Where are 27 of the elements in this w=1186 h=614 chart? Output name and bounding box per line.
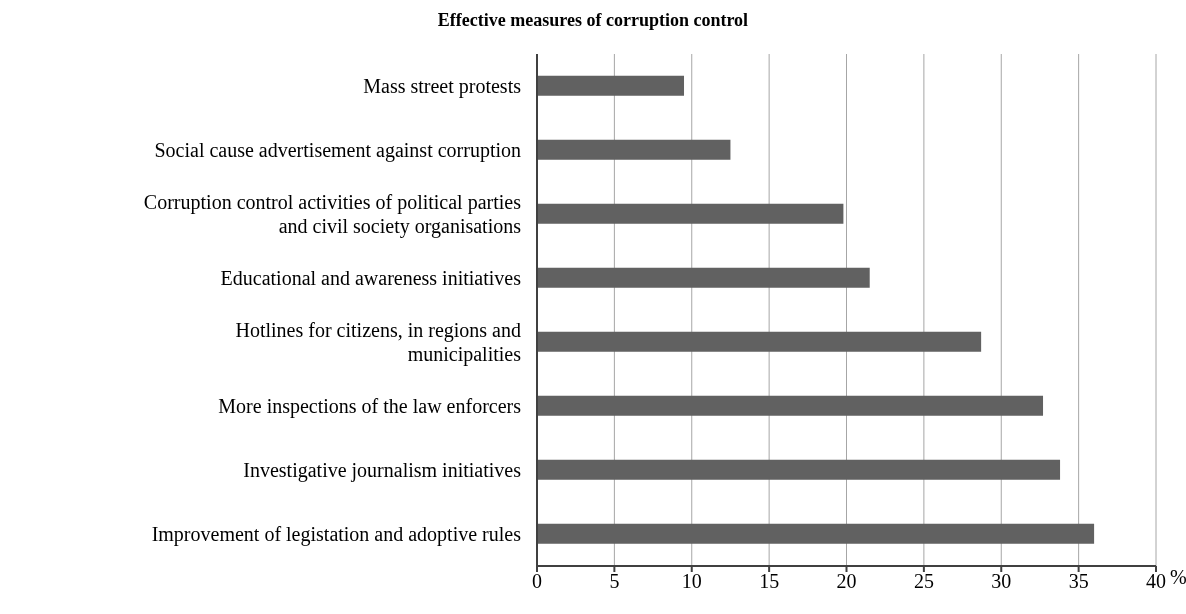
- y-tick-label: Improvement of legistation and adoptive rules: [151, 523, 522, 546]
- y-tick-label: Corruption control activities of political parties and civil society organisations: [143, 191, 522, 238]
- bar: [537, 267, 870, 288]
- x-tick-label: 10: [681, 570, 702, 593]
- y-tick-label: More inspections of the law enforcers: [218, 395, 522, 418]
- bar: [537, 331, 982, 352]
- x-tick-label: 0: [532, 570, 542, 593]
- x-tick-label: 15: [759, 570, 780, 593]
- chart-title: Effective measures of corruption control: [436, 10, 750, 31]
- y-tick-label: Educational and awareness initiatives: [220, 267, 522, 289]
- x-tick-label: 40: [1146, 570, 1166, 593]
- x-tick-label: 25: [913, 570, 934, 593]
- x-tick-label: 35: [1068, 570, 1089, 593]
- bar: [537, 459, 1061, 480]
- bar: [537, 395, 1044, 416]
- y-tick-label: Investigative journalism initiatives: [243, 459, 522, 482]
- x-axis-title: %: [1170, 566, 1186, 589]
- bar: [537, 203, 844, 224]
- bar: [537, 75, 685, 96]
- bar: [537, 139, 731, 160]
- x-tick-label: 30: [991, 570, 1012, 593]
- bar: [537, 523, 1095, 544]
- x-tick-label: 20: [836, 570, 857, 593]
- x-tick-label: 5: [609, 570, 620, 593]
- y-tick-label: Mass street protests: [363, 75, 522, 98]
- y-tick-label: Hotlines for citizens, in regions and municipalities: [235, 319, 522, 366]
- y-tick-label: Social cause advertisement against corruption: [154, 139, 521, 162]
